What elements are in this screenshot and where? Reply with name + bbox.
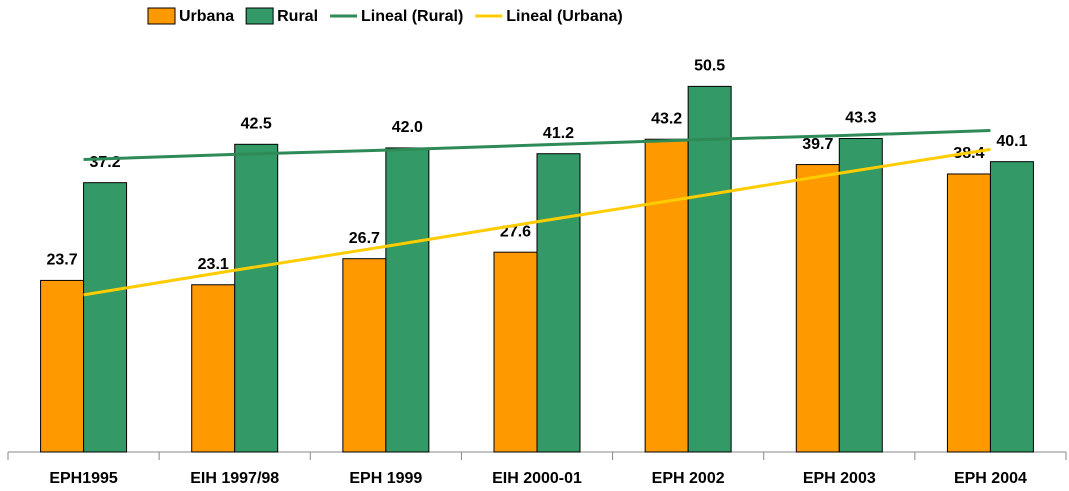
bar xyxy=(644,138,689,453)
bar xyxy=(838,138,883,453)
data-label: 40.1 xyxy=(996,133,1027,150)
x-tick-label: EIH 1997/98 xyxy=(190,470,279,487)
bar xyxy=(234,143,279,453)
bar xyxy=(989,161,1034,453)
x-tick-label: EPH 1999 xyxy=(349,470,422,487)
x-tick-label: EPH 2004 xyxy=(954,470,1027,487)
data-label: 26.7 xyxy=(349,230,380,247)
bar xyxy=(795,164,840,453)
data-label: 39.7 xyxy=(802,136,833,153)
bar xyxy=(342,258,387,453)
bar xyxy=(83,182,128,453)
x-tick-label: EIH 2000-01 xyxy=(492,470,582,487)
bar xyxy=(40,279,85,453)
data-label: 42.5 xyxy=(241,116,272,133)
legend-swatch xyxy=(245,7,274,25)
bar xyxy=(385,147,430,453)
x-tick-label: EPH1995 xyxy=(49,470,118,487)
bar xyxy=(946,173,991,453)
legend-label: Lineal (Rural) xyxy=(361,8,463,25)
bar xyxy=(191,284,236,453)
bar xyxy=(536,153,581,453)
data-label: 42.0 xyxy=(392,119,423,136)
data-label: 23.1 xyxy=(198,256,229,273)
x-tick-label: EPH 2002 xyxy=(652,470,725,487)
data-label: 23.7 xyxy=(47,252,78,269)
trend-line xyxy=(83,129,991,162)
data-label: 43.3 xyxy=(845,110,876,127)
bar xyxy=(687,85,732,453)
legend-label: Lineal (Urbana) xyxy=(506,8,622,25)
legend-swatch xyxy=(147,7,176,25)
data-label: 50.5 xyxy=(694,58,725,75)
trend-line xyxy=(83,147,991,297)
data-label: 41.2 xyxy=(543,125,574,142)
x-tick-label: EPH 2003 xyxy=(803,470,876,487)
data-label: 37.2 xyxy=(90,154,121,171)
legend-label: Urbana xyxy=(179,8,234,25)
legend-label: Rural xyxy=(277,8,318,25)
data-label: 43.2 xyxy=(651,110,682,127)
bar xyxy=(493,251,538,453)
